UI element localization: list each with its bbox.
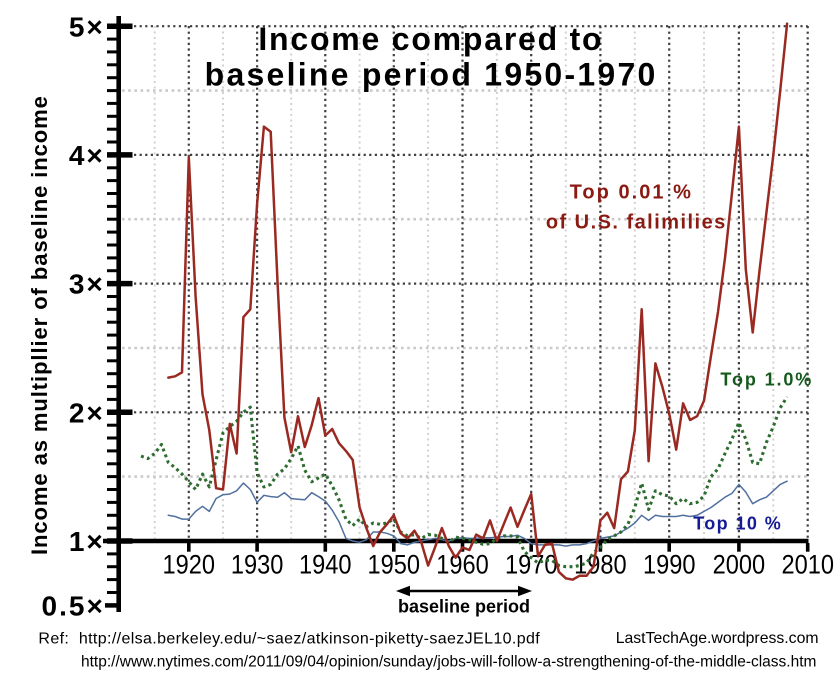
svg-text:5×: 5×	[69, 11, 105, 42]
svg-text:baseline period 1950-1970: baseline period 1950-1970	[205, 56, 658, 92]
svg-text:Top 10 %: Top 10 %	[693, 514, 782, 534]
svg-text:Top 1.0%: Top 1.0%	[720, 370, 813, 390]
svg-text:4×: 4×	[69, 140, 105, 171]
svg-text:Income compared to: Income compared to	[258, 21, 603, 57]
svg-text:Income as multipllier of basel: Income as multipllier of baseline income	[27, 95, 52, 555]
svg-text:http://www.nytimes.com/2011/09: http://www.nytimes.com/2011/09/04/opinio…	[81, 654, 816, 671]
svg-text:2000: 2000	[713, 550, 766, 580]
svg-text:1990: 1990	[643, 550, 696, 580]
svg-text:Top 0.01 %: Top 0.01 %	[570, 182, 693, 204]
svg-text:1960: 1960	[436, 550, 489, 580]
svg-text:of U.S. falimilies: of U.S. falimilies	[546, 212, 727, 234]
svg-text:1920: 1920	[163, 550, 216, 580]
svg-text:1930: 1930	[231, 550, 284, 580]
svg-text:2010: 2010	[781, 550, 834, 580]
svg-text:0.5×: 0.5×	[42, 591, 105, 622]
svg-text:1940: 1940	[299, 550, 352, 580]
svg-text:1×: 1×	[69, 526, 105, 557]
svg-text:1950: 1950	[368, 550, 421, 580]
svg-text:2×: 2×	[69, 397, 105, 428]
svg-text:3×: 3×	[69, 269, 105, 300]
svg-text:baseline period: baseline period	[398, 597, 530, 617]
svg-text:Ref: http://elsa.berkeley.edu: Ref: http://elsa.berkeley.edu/~saez/atki…	[38, 631, 540, 648]
svg-text:1970: 1970	[505, 550, 558, 580]
svg-text:LastTechAge.wordpress.com: LastTechAge.wordpress.com	[616, 630, 819, 647]
